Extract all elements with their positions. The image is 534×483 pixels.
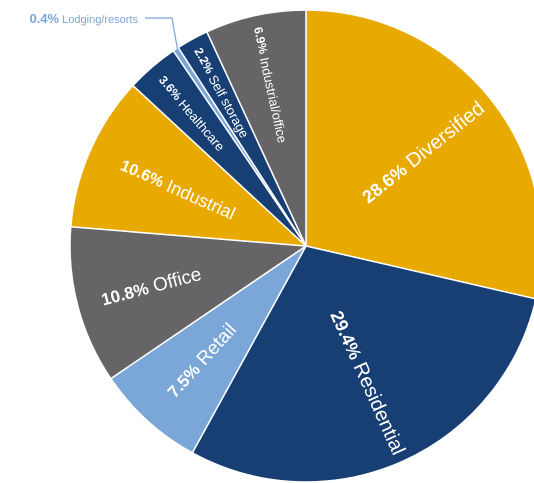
pie-slice-industrial [69, 84, 309, 247]
pie-slice-office [69, 225, 309, 380]
pie-slice-diversified [305, 9, 534, 300]
slice-label-lodging-resorts: 0.4% Lodging/resorts [29, 11, 138, 26]
leader-line-lodging-resorts [145, 17, 179, 53]
pie-slice-residential [191, 245, 534, 483]
pie-slice-retail [109, 245, 307, 454]
pie-slices [69, 9, 534, 483]
pie-slice-industrial-office [205, 9, 307, 247]
